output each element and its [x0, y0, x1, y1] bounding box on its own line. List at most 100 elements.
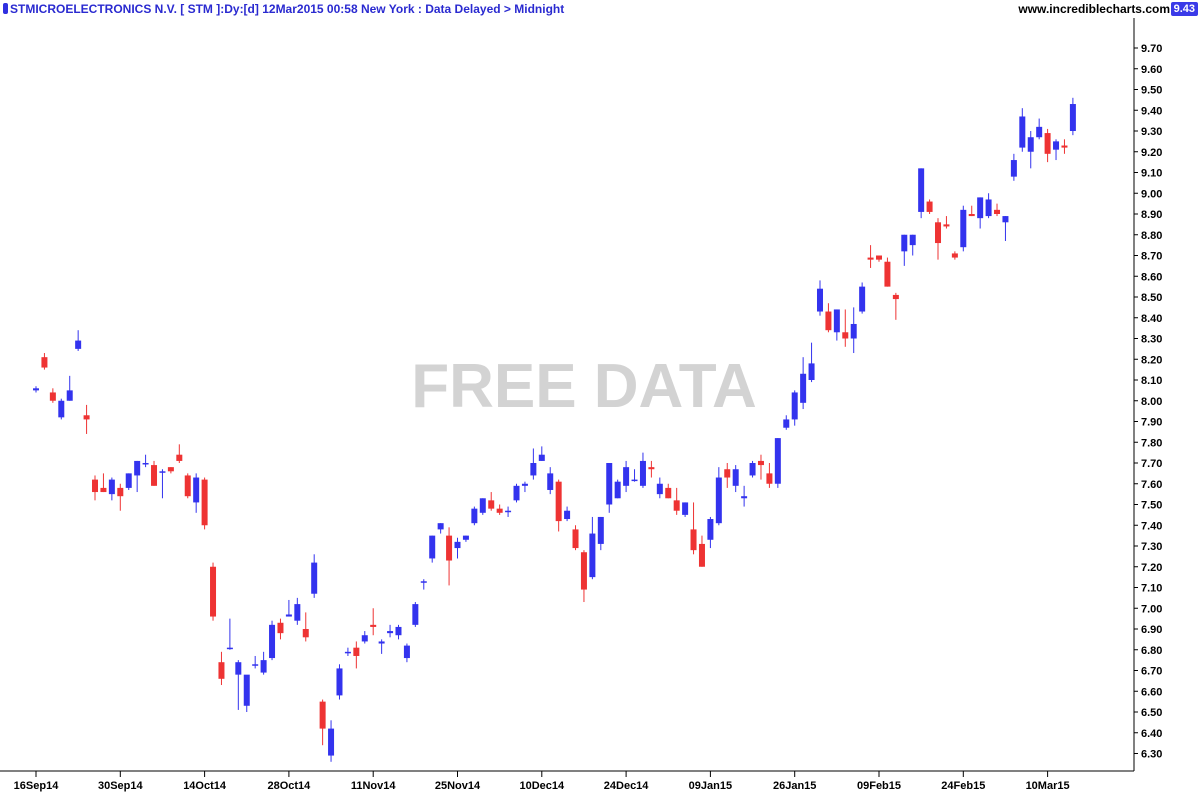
- candle-body: [1053, 141, 1060, 150]
- candle-body: [833, 309, 840, 333]
- candle-body: [757, 460, 764, 466]
- candle: [361, 631, 368, 644]
- candle: [479, 498, 486, 515]
- site-link[interactable]: www.incrediblecharts.com: [1018, 2, 1170, 16]
- candle: [614, 479, 621, 499]
- y-tick-label: 8.20: [1141, 354, 1162, 366]
- candle: [1036, 118, 1043, 140]
- candle-body: [75, 340, 82, 349]
- candle: [33, 386, 39, 393]
- candle: [943, 216, 950, 229]
- candle-body: [285, 614, 292, 617]
- candle-body: [892, 294, 899, 300]
- candle-body: [580, 552, 587, 590]
- y-tick-label: 9.20: [1141, 147, 1162, 159]
- candle: [876, 255, 882, 262]
- candle-body: [462, 535, 469, 540]
- candle-body: [429, 535, 436, 559]
- candle-body: [715, 477, 722, 524]
- candle: [985, 193, 992, 219]
- y-tick-label: 6.80: [1141, 645, 1162, 657]
- candle: [378, 639, 385, 654]
- candle-body: [825, 311, 832, 331]
- candle-body: [277, 622, 284, 634]
- candle-body: [159, 471, 166, 473]
- candle: [977, 197, 984, 229]
- candle: [859, 282, 866, 314]
- candle: [715, 467, 722, 526]
- y-tick-label: 8.00: [1141, 396, 1162, 408]
- candle-body: [673, 500, 680, 511]
- candle-body: [741, 496, 748, 499]
- candle-body: [243, 674, 250, 706]
- candle-body: [361, 635, 368, 642]
- candle: [83, 404, 90, 434]
- candle: [1069, 97, 1076, 136]
- candle-body: [682, 502, 689, 515]
- candle-body: [623, 467, 630, 486]
- candle: [1002, 216, 1009, 241]
- candle-body: [370, 624, 377, 627]
- x-tick-label: 26Jan15: [773, 780, 816, 792]
- candle-body: [1036, 126, 1043, 138]
- x-tick-label: 09Feb15: [857, 780, 901, 792]
- candle-body: [294, 604, 301, 621]
- candle-body: [328, 728, 335, 756]
- candle: [994, 203, 1001, 217]
- candle-body: [935, 222, 942, 244]
- candle: [648, 460, 655, 478]
- x-tick-label: 10Mar15: [1026, 780, 1070, 792]
- candle: [159, 469, 166, 499]
- candle-body: [184, 475, 191, 497]
- candle: [151, 460, 158, 486]
- candle-body: [505, 510, 512, 513]
- candle-body: [252, 664, 259, 666]
- chart-header: STMICROELECTRONICS N.V. [ STM ]:Dy:[d] 1…: [0, 0, 1200, 18]
- candle: [842, 309, 849, 347]
- candle: [741, 485, 748, 507]
- candle-body: [1010, 160, 1017, 177]
- candle-body: [859, 286, 866, 312]
- candle-body: [698, 543, 705, 567]
- candle: [749, 460, 756, 478]
- candle: [589, 516, 596, 580]
- candle-body: [176, 454, 183, 461]
- candle: [412, 602, 419, 627]
- candle-body: [850, 323, 857, 339]
- candle-body: [707, 519, 714, 540]
- candle: [724, 463, 731, 488]
- candle: [201, 477, 208, 530]
- candle-body: [968, 214, 975, 217]
- candle: [538, 446, 545, 461]
- candle: [1044, 128, 1051, 163]
- candle-body: [1044, 133, 1051, 154]
- x-tick-label: 30Sep14: [98, 780, 144, 792]
- candle: [968, 205, 975, 217]
- candle-body: [412, 604, 419, 625]
- candle-body: [774, 438, 781, 484]
- candle: [564, 506, 571, 522]
- y-tick-label: 7.60: [1141, 479, 1162, 491]
- candle: [505, 506, 512, 517]
- candle-body: [269, 624, 276, 659]
- x-tick-label: 28Oct14: [267, 780, 311, 792]
- candle-body: [766, 473, 773, 484]
- candle-body: [1002, 216, 1009, 223]
- candle-body: [800, 373, 807, 403]
- y-tick-label: 9.10: [1141, 168, 1162, 180]
- candle-body: [530, 463, 537, 476]
- candle: [193, 473, 200, 513]
- candle: [226, 618, 233, 650]
- candle: [918, 168, 925, 219]
- candle-body: [311, 562, 318, 594]
- candle-body: [808, 363, 815, 380]
- candle-body: [125, 473, 132, 488]
- candle-body: [547, 473, 554, 490]
- candle-body: [977, 197, 984, 219]
- candle-body: [513, 485, 520, 501]
- candle: [926, 199, 933, 214]
- candle-body: [58, 400, 65, 418]
- candle: [774, 438, 781, 488]
- y-tick-label: 8.60: [1141, 271, 1162, 283]
